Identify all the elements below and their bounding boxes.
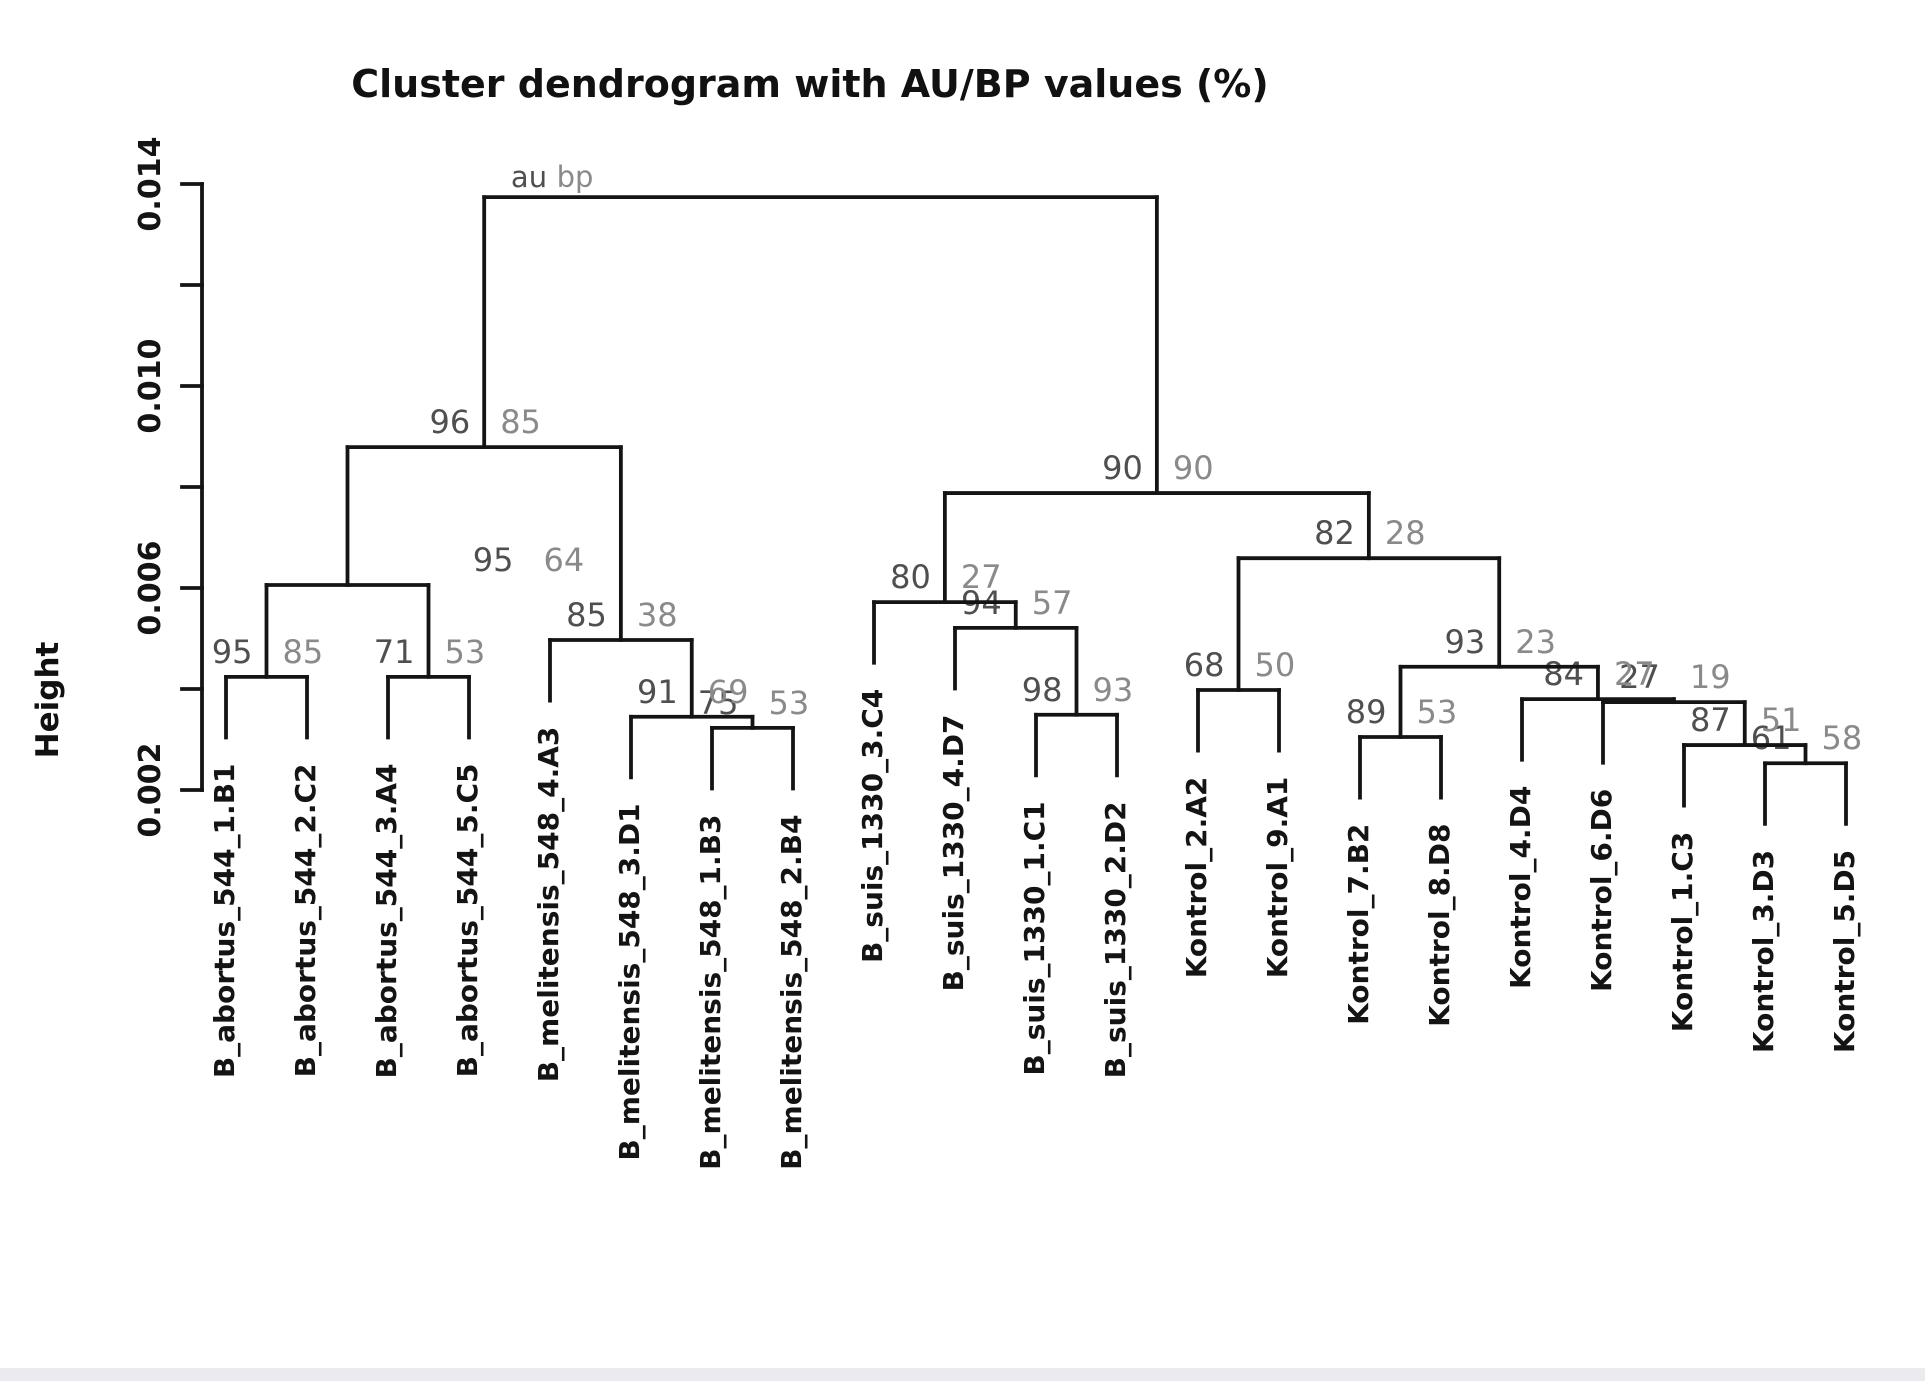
bp-legend-label: bp bbox=[557, 160, 594, 194]
leaf-label: B_suis_1330_3.C4 bbox=[856, 689, 889, 963]
leaf-label: B_melitensis_548_2.B4 bbox=[775, 814, 808, 1169]
bp-value-label: 28 bbox=[1385, 514, 1426, 552]
au-value-label: 61 bbox=[1751, 719, 1792, 757]
au-value-label: 95 bbox=[473, 541, 514, 579]
au-value-label: 89 bbox=[1346, 693, 1387, 731]
leaf-label: Kontrol_3.D3 bbox=[1747, 850, 1780, 1053]
leaf-label: Kontrol_7.B2 bbox=[1342, 824, 1375, 1025]
leaf-label: B_suis_1330_1.C1 bbox=[1018, 801, 1051, 1075]
y-axis-tick-label: 0.014 bbox=[133, 137, 168, 232]
y-axis-tick-label: 0.002 bbox=[133, 743, 168, 838]
y-axis-title: Height bbox=[30, 641, 66, 759]
bp-value-label: 53 bbox=[1417, 693, 1458, 731]
bp-value-label: 38 bbox=[637, 596, 678, 634]
bp-value-label: 53 bbox=[445, 633, 486, 671]
leaf-label: B_abortus_544_1.B1 bbox=[208, 763, 241, 1078]
method-caption: Distance: euclidean Cluster method: ward… bbox=[736, 1280, 1113, 1381]
leaf-label: B_melitensis_548_1.B3 bbox=[694, 814, 727, 1169]
bp-value-label: 53 bbox=[769, 684, 810, 722]
bp-value-label: 90 bbox=[1173, 449, 1214, 487]
leaf-label: Kontrol_5.D5 bbox=[1828, 850, 1861, 1053]
leaf-label: B_melitensis_548_3.D1 bbox=[613, 803, 646, 1160]
au-value-label: 84 bbox=[1543, 655, 1584, 693]
leaf-label: B_melitensis_548_4.A3 bbox=[532, 727, 565, 1083]
bp-value-label: 50 bbox=[1255, 646, 1296, 684]
leaf-label: B_suis_1330_2.D2 bbox=[1099, 801, 1132, 1078]
chart-title: Cluster dendrogram with AU/BP values (%) bbox=[351, 62, 1269, 106]
y-axis-tick-label: 0.010 bbox=[133, 339, 168, 434]
bp-value-label: 85 bbox=[283, 633, 324, 671]
leaf-label: Kontrol_6.D6 bbox=[1585, 789, 1618, 992]
leaf-label: B_abortus_544_2.C2 bbox=[289, 763, 322, 1077]
bp-value-label: 69 bbox=[708, 673, 749, 711]
leaf-label: B_abortus_544_3.A4 bbox=[370, 763, 403, 1078]
au-value-label: 82 bbox=[1314, 514, 1355, 552]
leaf-label: B_suis_1330_4.D7 bbox=[937, 714, 970, 991]
leaf-label: Kontrol_8.D8 bbox=[1423, 824, 1456, 1027]
au-value-label: 71 bbox=[374, 633, 415, 671]
au-value-label: 27 bbox=[1619, 658, 1660, 696]
leaf-label: Kontrol_2.A2 bbox=[1180, 777, 1213, 979]
bp-value-label: 58 bbox=[1822, 719, 1863, 757]
bp-value-label: 23 bbox=[1515, 623, 1556, 661]
bp-value-label: 85 bbox=[500, 403, 541, 441]
y-axis-tick-label: 0.006 bbox=[133, 541, 168, 636]
bp-value-label: 93 bbox=[1093, 671, 1134, 709]
au-value-label: 85 bbox=[566, 596, 607, 634]
leaf-label: Kontrol_9.A1 bbox=[1261, 777, 1294, 979]
bp-value-label: 27 bbox=[961, 558, 1002, 596]
au-value-label: 95 bbox=[212, 633, 253, 671]
leaf-label: Kontrol_4.D4 bbox=[1504, 786, 1537, 989]
leaf-label: Kontrol_1.C3 bbox=[1666, 832, 1699, 1033]
au-value-label: 90 bbox=[1102, 449, 1143, 487]
au-value-label: 91 bbox=[637, 673, 678, 711]
au-value-label: 93 bbox=[1445, 623, 1486, 661]
bp-value-label: 64 bbox=[544, 541, 585, 579]
bp-value-label: 27 bbox=[1614, 655, 1655, 693]
au-value-label: 98 bbox=[1022, 671, 1063, 709]
bp-value-label: 51 bbox=[1761, 701, 1802, 739]
au-value-label: 87 bbox=[1690, 701, 1731, 739]
leaf-label: B_abortus_544_5.C5 bbox=[451, 763, 484, 1077]
au-value-label: 80 bbox=[890, 558, 931, 596]
au-legend-label: au bbox=[511, 160, 547, 194]
au-value-label: 68 bbox=[1184, 646, 1225, 684]
bp-value-label: 57 bbox=[1032, 584, 1073, 622]
bottom-border-band bbox=[0, 1368, 1925, 1381]
bp-value-label: 19 bbox=[1690, 658, 1731, 696]
au-value-label: 96 bbox=[429, 403, 470, 441]
